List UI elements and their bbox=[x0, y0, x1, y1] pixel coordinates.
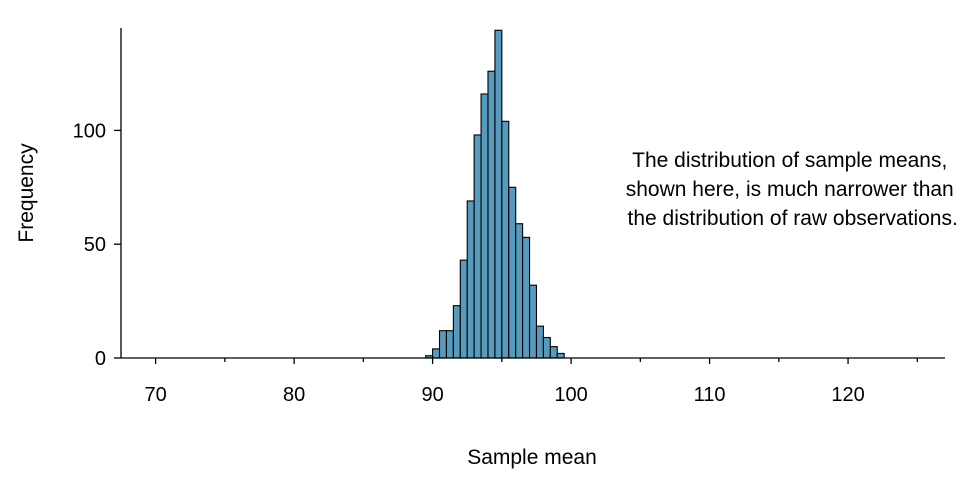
histogram-bar bbox=[515, 223, 524, 359]
x-axis-title: Sample mean bbox=[467, 446, 597, 469]
annotation-line: shown here, is much narrower than bbox=[626, 178, 954, 201]
histogram-bar bbox=[480, 93, 489, 359]
histogram-bar bbox=[508, 186, 517, 359]
histogram-bar bbox=[432, 348, 441, 359]
histogram-bars bbox=[425, 29, 565, 359]
y-tick-label: 0 bbox=[95, 348, 106, 370]
histogram-bar bbox=[549, 346, 558, 359]
histogram-bar bbox=[438, 330, 447, 359]
x-tick-label: 100 bbox=[554, 384, 587, 406]
x-tick-label: 120 bbox=[831, 384, 864, 406]
y-tick-label: 50 bbox=[84, 234, 106, 256]
histogram-bar bbox=[501, 120, 510, 359]
histogram-bar bbox=[535, 325, 544, 359]
histogram-bar bbox=[528, 284, 538, 359]
x-tick-label: 90 bbox=[421, 384, 443, 406]
x-tick-label: 80 bbox=[283, 384, 305, 406]
x-tick-label: 110 bbox=[694, 384, 726, 406]
y-axis-title: Frequency bbox=[15, 143, 38, 243]
histogram-bar bbox=[542, 336, 551, 359]
histogram-bar bbox=[445, 330, 454, 359]
histogram-bar bbox=[459, 259, 468, 359]
y-tick-label: 100 bbox=[73, 120, 106, 142]
histogram-bar bbox=[473, 134, 482, 359]
histogram-bar bbox=[494, 29, 503, 359]
histogram-bar bbox=[522, 236, 531, 359]
annotation-line: The distribution of sample means, bbox=[632, 149, 947, 172]
histogram-bar bbox=[466, 200, 475, 359]
annotation-line: the distribution of raw observations. bbox=[627, 207, 957, 230]
y-axis-ticks: 0 50 100 bbox=[73, 120, 121, 370]
x-axis-ticks: 70 80 90 100 110 120 bbox=[144, 358, 918, 406]
histogram-bar bbox=[452, 305, 461, 359]
histogram-bar bbox=[487, 70, 496, 359]
x-tick-label: 70 bbox=[144, 384, 166, 406]
annotation: The distribution of sample means, shown … bbox=[626, 149, 960, 230]
histogram-bar bbox=[556, 352, 565, 359]
